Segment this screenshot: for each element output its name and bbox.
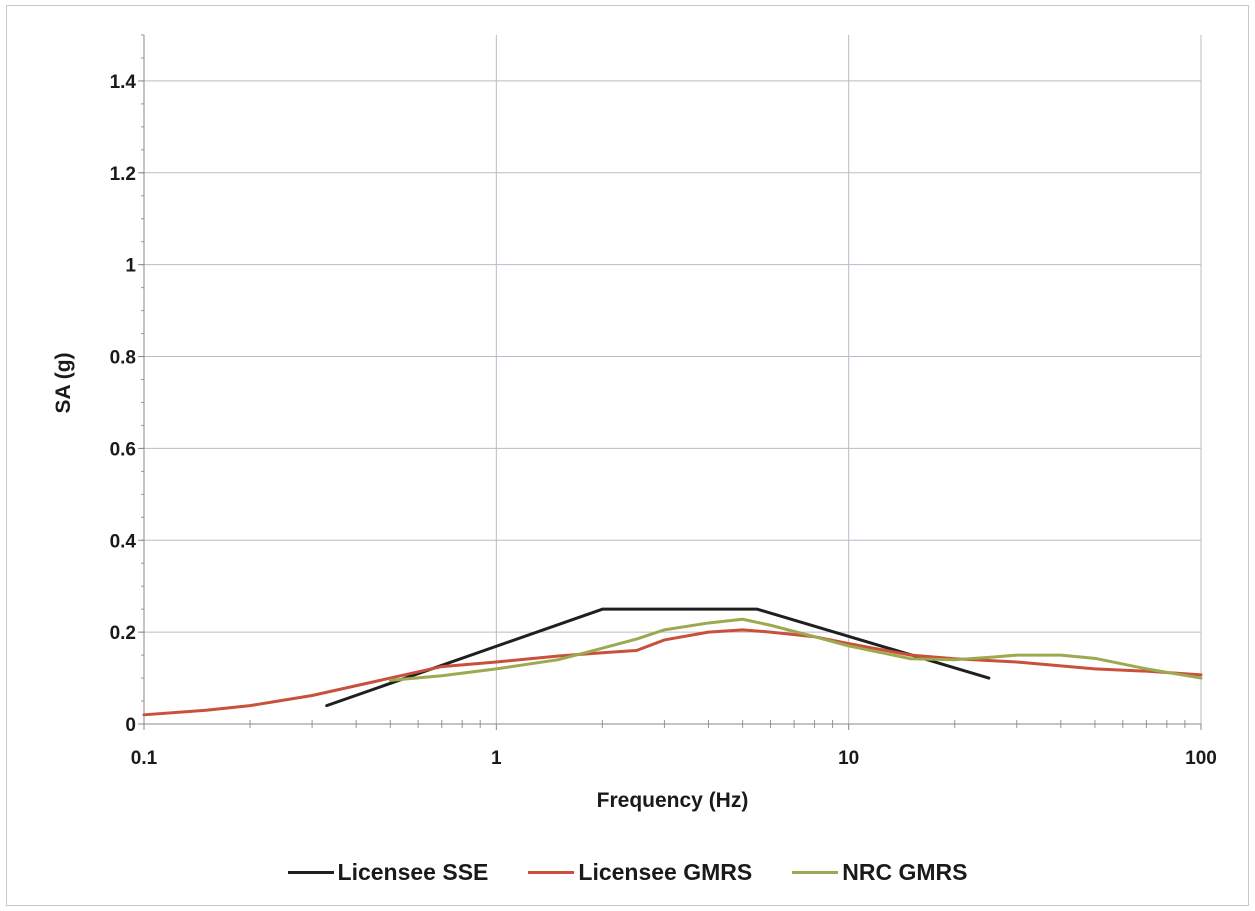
x-tick-label: 10 [838,748,859,769]
legend-label-licensee-sse: Licensee SSE [337,858,489,885]
grid-layer [144,35,1202,724]
legend: Licensee SSE Licensee GMRS NRC GMRS [0,850,1255,894]
legend-item-licensee-gmrs: Licensee GMRS [528,859,752,886]
series-line-licensee-sse [325,607,991,708]
x-tick-label: 100 [1185,748,1217,769]
y-tick-label: 0 [125,715,136,736]
chart-frame [6,5,1249,906]
legend-swatch-licensee-gmrs [528,870,575,874]
legend-swatch-nrc-gmrs [792,870,839,874]
y-tick-label: 0.2 [110,623,136,644]
series-line-licensee-gmrs [142,628,1203,717]
y-tick-label: 0.8 [110,348,136,369]
minor-tick-layer [141,34,1186,728]
y-tick-label: 1.2 [110,164,136,185]
y-tick-label: 1 [125,256,136,277]
legend-item-licensee-sse: Licensee SSE [287,858,489,886]
series-line-nrc-gmrs [388,617,1203,682]
legend-label-nrc-gmrs: NRC GMRS [842,858,968,885]
y-tick-label: 0.4 [110,531,137,552]
y-axis-title: SA (g) [52,352,75,413]
label-layer: 0 0.2 0.4 0.6 0.8 1 1.2 1.4 0.1 1 10 100 [110,72,1217,769]
legend-label-licensee-gmrs: Licensee GMRS [578,858,753,885]
x-tick-label: 1 [491,748,502,769]
series-layer [142,607,1203,717]
axis-layer [138,35,1202,730]
y-tick-label: 1.4 [110,72,137,93]
y-tick-label: 0.6 [110,439,136,460]
x-tick-label: 0.1 [131,748,158,769]
legend-item-nrc-gmrs: NRC GMRS [792,859,967,886]
x-axis-title: Frequency (Hz) [597,789,749,812]
legend-swatch-licensee-sse [287,870,334,874]
